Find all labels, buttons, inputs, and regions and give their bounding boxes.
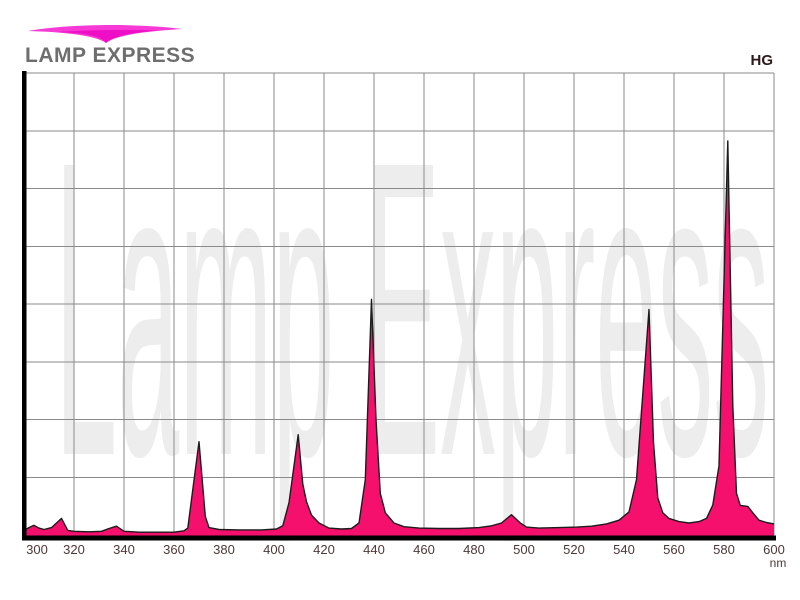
x-axis-unit-label: nm (769, 556, 787, 570)
x-tick-label-360: 360 (163, 542, 185, 557)
x-tick-label-440: 440 (363, 542, 385, 557)
x-tick-label-560: 560 (663, 542, 685, 557)
y-axis-line (22, 71, 27, 541)
x-tick-label-400: 400 (263, 542, 285, 557)
x-tick-label-480: 480 (463, 542, 485, 557)
x-tick-label-420: 420 (313, 542, 335, 557)
x-tick-label-600: 600 (763, 542, 785, 557)
x-tick-label-520: 520 (563, 542, 585, 557)
x-axis-line (22, 535, 776, 541)
x-tick-label-340: 340 (113, 542, 135, 557)
spectrum-outline (23, 140, 775, 533)
x-tick-label-380: 380 (213, 542, 235, 557)
x-tick-label-500: 500 (513, 542, 535, 557)
x-tick-label-320: 320 (63, 542, 85, 557)
x-tick-label-540: 540 (613, 542, 635, 557)
x-tick-label-300: 300 (26, 542, 48, 557)
logo-text: LAMP EXPRESS (25, 44, 196, 67)
x-tick-label-580: 580 (713, 542, 735, 557)
spectrum-area (24, 140, 774, 538)
x-tick-label-460: 460 (413, 542, 435, 557)
logo-swoosh-icon (28, 25, 182, 43)
lamp-type-label: HG (750, 52, 774, 69)
